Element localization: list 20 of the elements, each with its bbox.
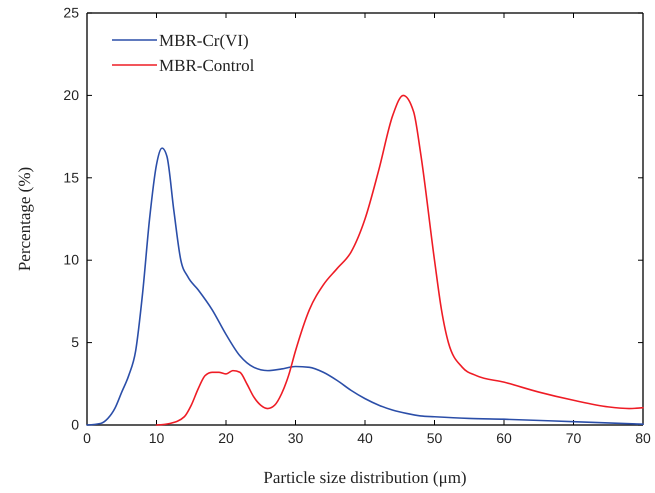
- x-tick-label: 20: [218, 430, 234, 446]
- x-axis-title: Particle size distribution (μm): [263, 468, 467, 487]
- x-tick-label: 30: [288, 430, 304, 446]
- x-tick-label: 10: [148, 430, 164, 446]
- y-tick-label: 15: [63, 169, 80, 186]
- x-tick-label: 50: [426, 430, 442, 446]
- line-series: [156, 94, 644, 426]
- x-tick-label: 60: [496, 430, 512, 446]
- y-tick-label: 0: [71, 416, 80, 432]
- y-tick-label: 10: [63, 252, 80, 268]
- legend-label: MBR-Cr(VI): [159, 31, 249, 50]
- x-tick-label: 0: [83, 430, 92, 446]
- x-tick-label: 70: [566, 430, 582, 446]
- y-tick-label: 20: [63, 86, 80, 103]
- x-tick-label: 40: [357, 430, 373, 446]
- y-tick-label: 25: [63, 4, 80, 20]
- y-tick-label: 5: [71, 334, 80, 350]
- x-tick-label: 80: [635, 430, 651, 446]
- legend-label: MBR-Control: [159, 56, 255, 75]
- y-axis-title: Percentage (%): [15, 166, 34, 272]
